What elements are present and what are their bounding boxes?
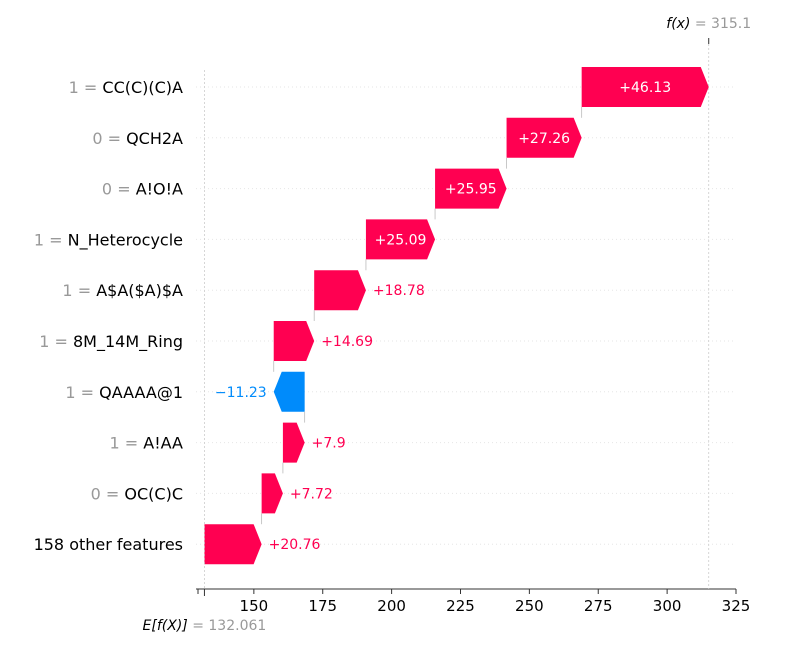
expected-and-output-markers: E[f(X)] = 132.061 f(x) = 315.1 — [143, 16, 752, 634]
waterfall-bar — [273, 371, 305, 412]
bar-value-label: +14.69 — [321, 334, 373, 350]
feature-name: QAAAA@1 — [99, 383, 183, 402]
row-gridlines — [196, 86, 736, 545]
feature-name: 158 other features — [34, 535, 183, 554]
base-label: E[f(X)] — [143, 618, 188, 634]
base-value: = 132.061 — [188, 618, 267, 634]
feature-name: N_Heterocycle — [68, 230, 183, 250]
x-tick-label: 175 — [308, 597, 337, 615]
feature-value: 0 = — [91, 484, 125, 503]
waterfall-bar — [314, 270, 366, 311]
feature-value: 1 = — [39, 332, 73, 351]
feature-name: A$A($A)$A — [96, 281, 183, 300]
feature-value: 1 = — [62, 281, 96, 300]
feature-label: 1 = 8M_14M_Ring — [39, 332, 183, 352]
feature-label: 0 = A!O!A — [102, 180, 183, 199]
bar-value-label: +27.26 — [518, 131, 570, 147]
feature-value: 1 = — [34, 230, 68, 249]
feature-value: 0 = — [102, 180, 136, 199]
fx-value: = 315.1 — [690, 16, 751, 32]
feature-label: 1 = N_Heterocycle — [34, 230, 183, 250]
bar-value-label: +46.13 — [619, 80, 671, 96]
bar-value-label: −11.23 — [215, 385, 267, 401]
fx-label: f(x) — [666, 16, 690, 32]
waterfall-bar — [273, 321, 315, 361]
waterfall-bar — [365, 219, 436, 260]
feature-label: 1 = A$A($A)$A — [62, 281, 183, 300]
bar-value-label: +18.78 — [373, 283, 425, 299]
x-tick-label: 225 — [446, 597, 475, 615]
bar-value-label: +25.95 — [445, 182, 497, 198]
feature-label: 1 = CC(C)(C)A — [69, 78, 183, 97]
bar-value-label: +7.72 — [290, 486, 333, 502]
feature-name: A!AA — [143, 434, 183, 453]
x-tick-label: 250 — [515, 597, 544, 615]
x-tick-label: 150 — [240, 597, 269, 615]
bar-value-label: +20.76 — [269, 537, 321, 553]
x-tick-label: 300 — [653, 597, 682, 615]
feature-value: 1 = — [110, 434, 144, 453]
feature-name: QCH2A — [126, 129, 183, 148]
waterfall-bar — [204, 524, 262, 565]
bar-value-label: +7.9 — [312, 436, 346, 452]
feature-label: 1 = A!AA — [110, 434, 184, 453]
feature-value: 1 = — [65, 383, 99, 402]
waterfall-bar — [261, 473, 283, 514]
feature-label: 0 = QCH2A — [92, 129, 183, 148]
x-axis: 150 175 200 225 250 275 300 325 — [196, 588, 751, 615]
feature-label: 158 other features — [34, 535, 183, 554]
base-value-label: E[f(X)] = 132.061 — [143, 618, 267, 634]
x-tick-label: 325 — [722, 597, 751, 615]
feature-label: 0 = OC(C)C — [91, 484, 183, 503]
fx-value-label: f(x) = 315.1 — [666, 16, 751, 32]
bars-group — [204, 67, 709, 565]
feature-value: 0 = — [92, 129, 126, 148]
waterfall-bar — [435, 168, 507, 209]
feature-labels-group: +46.13 1 = CC(C)(C)A +27.26 0 = QCH2A +25.95… — [34, 78, 672, 554]
x-tick-label: 275 — [584, 597, 613, 615]
feature-name: CC(C)(C)A — [102, 78, 183, 97]
waterfall-bar — [282, 422, 305, 463]
waterfall-bar — [506, 117, 582, 158]
feature-name: OC(C)C — [124, 484, 183, 503]
feature-name: A!O!A — [136, 180, 183, 199]
feature-label: 1 = QAAAA@1 — [65, 383, 183, 402]
feature-value: 1 = — [69, 78, 103, 97]
waterfall-bar — [581, 67, 709, 107]
bar-value-label: +25.09 — [375, 232, 427, 248]
feature-name: 8M_14M_Ring — [73, 332, 183, 352]
x-tick-label: 200 — [377, 597, 406, 615]
